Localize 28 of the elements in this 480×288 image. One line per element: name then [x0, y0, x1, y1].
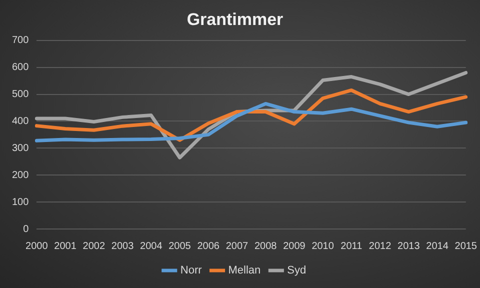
- y-tick-label: 400: [12, 116, 30, 127]
- y-tick-label: 300: [12, 142, 30, 154]
- x-tick-label: 2011: [340, 240, 363, 252]
- y-tick-label: 500: [12, 89, 30, 100]
- y-tick-label: 600: [12, 62, 30, 74]
- x-tick-label: 2005: [168, 240, 192, 252]
- x-tick-label: 2001: [54, 240, 77, 252]
- x-tick-label: 2006: [197, 240, 220, 252]
- x-tick-label: 2000: [26, 240, 48, 252]
- x-tick-label: 2008: [254, 240, 278, 252]
- x-tick-label: 2009: [283, 240, 306, 252]
- legend-label: Norr: [180, 264, 202, 277]
- x-tick-label: 2014: [426, 240, 449, 252]
- chart-title: Grantimmer: [186, 10, 284, 29]
- x-tick-label: 2013: [398, 240, 420, 252]
- legend-label: Mellan: [228, 264, 261, 277]
- y-tick-label: 700: [12, 35, 30, 46]
- x-tick-label: 2015: [454, 240, 478, 252]
- x-tick-label: 2010: [312, 240, 334, 252]
- x-tick-label: 2004: [140, 240, 163, 252]
- x-tick-label: 2003: [111, 240, 134, 252]
- y-tick-label: 100: [12, 196, 30, 208]
- legend-label: Syd: [287, 264, 306, 277]
- y-tick-label: 0: [23, 224, 30, 235]
- x-tick-label: 2002: [82, 240, 106, 252]
- y-tick-label: 200: [12, 170, 30, 181]
- x-tick-label: 2007: [226, 240, 249, 252]
- x-tick-label: 2012: [368, 240, 392, 252]
